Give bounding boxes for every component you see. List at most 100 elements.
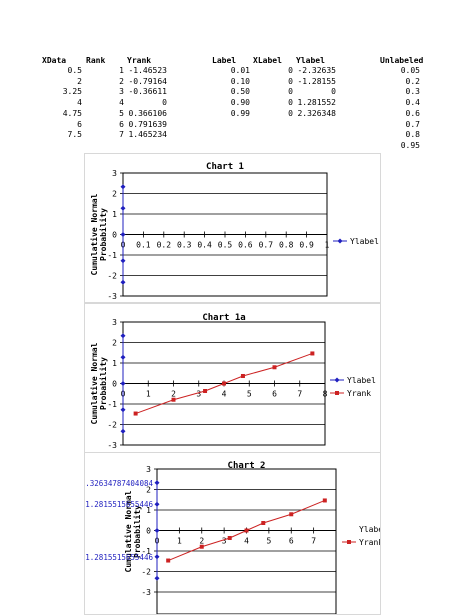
y-axis-title-line1: Cumulative Normal [89,342,99,424]
data-point-ylabel [154,528,160,533]
x-tick-label: 3 [196,390,201,399]
table1-rank-cell: 4 [119,98,124,108]
table2-label-cell: 0.99 [230,108,250,118]
legend-marker [337,238,343,244]
table3-unlabeled-cell: 0.8 [405,130,420,140]
x-tick-label: 2 [199,537,204,546]
y-tick-label: 2 [112,339,117,348]
y-tick-label: -1 [107,251,117,260]
table2-xlabel-cell: 0 [288,98,293,108]
ylabel-data-label: -1.2815515655446 [85,553,153,562]
data-point-yrank [133,411,138,416]
data-point-ylabel [154,554,160,560]
data-point-yrank [261,520,266,525]
x-tick-label: 7 [297,390,302,399]
data-point-ylabel [120,354,126,360]
header-ylabel: Ylabel [296,56,325,65]
table3-unlabeled-cell: 0.2 [405,76,420,86]
y-tick-label: 1 [112,210,117,219]
y-tick-label: 3 [146,465,151,474]
series-group [154,480,327,581]
table2-ylabel-cell: 2.326348 [297,108,336,118]
x-tick-label: 1 [325,241,330,250]
x-tick-label: 8 [323,390,328,399]
plot-area [156,468,337,615]
table1-yrank-cell: 0.791639 [128,119,167,129]
table2-xlabel-cell: 0 [288,76,293,86]
x-tick-label: 0.6 [238,241,253,250]
table1-xdata-cell: 7.5 [67,130,82,140]
y-tick-label: 1 [112,359,117,368]
table2-label-cell: 0.90 [230,98,250,108]
x-tick-label: 5 [266,537,271,546]
y-tick-label: -2 [107,272,117,281]
x-tick-label: 1 [146,390,151,399]
legend-label: Yrank [347,389,371,398]
header-label: Label [212,56,237,65]
y-tick-label: 3 [112,169,117,178]
data-point-yrank [227,536,232,541]
data-point-yrank [272,365,277,370]
y-tick-label: 0 [146,527,151,536]
x-tick-label: 4 [222,390,227,399]
table3-unlabeled-cell: 0.3 [405,87,420,97]
table1-xdata-cell: 6 [77,119,82,129]
table2-xlabel-cell: 0 [288,87,293,97]
x-tick-label: 4 [244,537,249,546]
table1-xdata-cell: 4 [77,98,82,108]
table2-xlabel-cell: 0 [288,108,293,118]
chart-1-frame: 3 2 1 0 -1 -2 -3 0 0.1 0.2 0.3 0.4 0.5 0.6 0.7 0.8 0.9 1 C… [84,153,381,303]
y-axis-title-line1: Cumulative Normal [89,193,99,275]
data-point-ylabel [120,279,126,285]
legend-label: Ylabel [347,376,376,385]
legend-label: Ylabel [350,237,379,246]
chart-title: Chart 1a [202,313,245,323]
y-axis-title-line2: Probability [132,505,142,558]
data-point-ylabel [154,501,160,507]
y-axis-title-line2: Probability [98,208,108,261]
y-tick-label: -1 [107,400,117,409]
table2-label-cell: 0.50 [230,87,250,97]
x-tick-label: 1 [177,537,182,546]
ylabel-data-label: 2.32634787404084 [85,479,153,488]
table1-yrank-cell: -0.36611 [128,87,167,97]
table1-rank-cell: 3 [119,87,124,97]
table1-rank-cell: 7 [119,130,124,140]
header-xlabel: XLabel [253,56,282,65]
ylabel-data-label: 1.2815515655446 [85,500,153,509]
x-tick-label: 3 [222,537,227,546]
data-point-ylabel [154,480,160,486]
data-point-ylabel [120,407,126,413]
x-tick-label: 2 [171,390,176,399]
table1-yrank-cell: -1.46523 [128,66,167,75]
data-point-ylabel [120,381,126,386]
data-point-ylabel [120,184,126,190]
x-tick-label: 0.9 [299,241,314,250]
y-tick-label: -3 [107,292,117,301]
data-point-yrank [166,558,171,563]
x-tick-label: 5 [247,390,252,399]
data-point-yrank [199,544,204,549]
chart-2-frame: 3 2 1 0 -1 -2 -3 0 1 2 3 4 5 6 7 Chart 2 Cumulative Norm… [81,452,388,615]
table1-yrank-cell: -0.79164 [128,76,167,86]
table3-unlabeled-cell: 0.95 [400,140,420,150]
header-xdata: XData [42,56,67,65]
y-tick-label: -3 [107,441,117,450]
data-point-yrank [240,373,245,378]
data-point-yrank [289,512,294,517]
table2-ylabel-cell: -2.32635 [297,66,336,75]
table2-xlabel-cell: 0 [288,66,293,75]
legend-marker [347,540,351,544]
data-point-yrank [222,381,226,386]
x-tick-label: 0.1 [136,241,151,250]
table2-label-cell: 0.10 [230,76,250,86]
chart-1a-frame: 3 2 1 0 -1 -2 -3 0 1 2 3 4 5 6 7 8 Chart 1a Cumulative No… [84,303,381,453]
y-tick-label: 0 [112,231,117,240]
table1-yrank-cell: 1.465234 [128,130,167,140]
legend-marker [335,391,339,395]
header-yrank: Yrank [127,56,152,65]
table3-unlabeled-cell: 0.4 [405,98,420,108]
